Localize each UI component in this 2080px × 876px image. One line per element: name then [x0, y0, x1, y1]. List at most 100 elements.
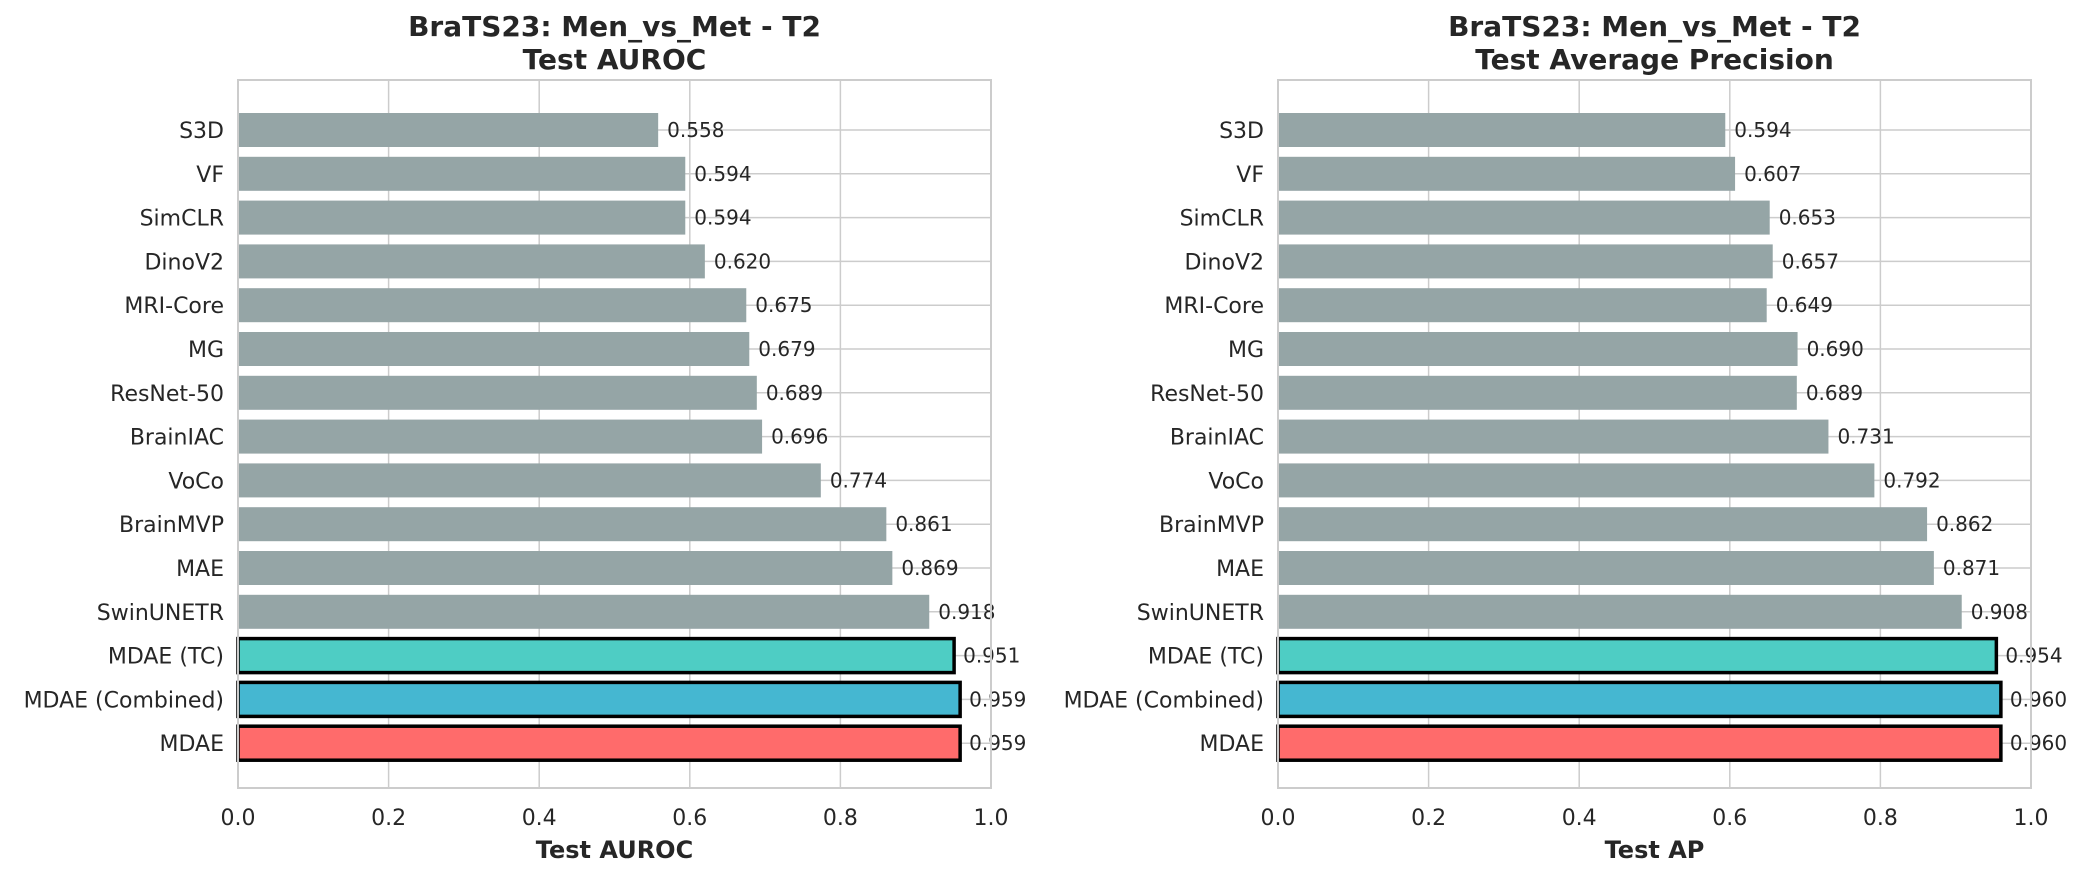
ap-bar-brainmvp: [1278, 507, 1928, 542]
ap-x-axis-label: Test AP: [1605, 836, 1705, 864]
auroc-category-label: MDAE (TC): [108, 645, 224, 670]
auroc-xtick-label: 0.4: [522, 806, 557, 831]
auroc-value-label: 0.869: [901, 556, 958, 580]
ap-bar-simclr: [1278, 200, 1770, 235]
auroc-category-label: SwinUNETR: [97, 601, 224, 626]
ap-bar-mdae-tc: [1276, 636, 1999, 675]
auroc-bar-mri-core: [238, 288, 747, 323]
auroc-category-label: S3D: [179, 119, 224, 144]
ap-category-label: SwinUNETR: [1137, 601, 1264, 626]
ap-value-label: 0.594: [1734, 118, 1791, 142]
ap-bar-mdae: [1276, 724, 2003, 762]
ap-value-label: 0.731: [1837, 425, 1894, 449]
ap-bar-resnet-50: [1278, 375, 1797, 410]
auroc-xtick-label: 0.0: [221, 806, 256, 831]
auroc-category-label: BrainMVP: [119, 513, 224, 538]
ap-category-label: MG: [1228, 338, 1264, 363]
ap-bar-voco: [1278, 463, 1875, 498]
auroc-value-label: 0.620: [714, 249, 771, 273]
ap-value-label: 0.649: [1776, 293, 1833, 317]
auroc-title: BraTS23: Men_vs_Met - T2: [408, 10, 821, 43]
auroc-subtitle: Test AUROC: [523, 43, 707, 76]
ap-value-label: 0.954: [2005, 644, 2062, 668]
ap-subtitle: Test Average Precision: [1475, 43, 1834, 76]
ap-bar-brainiac: [1278, 419, 1829, 454]
ap-bar-mdae-combined: [1276, 680, 2003, 719]
ap-chart: BraTS23: Men_vs_Met - T2 Test Average Pre…: [1040, 0, 2080, 876]
auroc-value-label: 0.594: [694, 206, 751, 230]
ap-bar-swinunetr: [1278, 594, 1962, 629]
auroc-bar-s3d: [238, 113, 659, 147]
ap-xtick-label: 1.0: [2014, 806, 2049, 831]
ap-value-label: 0.607: [1744, 162, 1801, 186]
auroc-value-label: 0.675: [755, 293, 812, 317]
auroc-value-label: 0.918: [938, 600, 995, 624]
auroc-bar-vf: [238, 156, 686, 191]
auroc-category-label: MG: [188, 338, 224, 363]
auroc-bar-resnet-50: [238, 375, 757, 410]
ap-value-label: 0.960: [2010, 687, 2067, 711]
auroc-bar-dinov2: [238, 244, 705, 279]
ap-category-label: BrainMVP: [1159, 513, 1264, 538]
ap-title: BraTS23: Men_vs_Met - T2: [1448, 10, 1861, 43]
auroc-value-label: 0.594: [694, 162, 751, 186]
ap-bar-mg: [1278, 332, 1798, 366]
ap-value-label: 0.862: [1936, 512, 1993, 536]
auroc-bar-swinunetr: [238, 594, 930, 629]
auroc-category-label: DinoV2: [144, 250, 224, 275]
ap-category-label: MRI-Core: [1164, 294, 1264, 319]
auroc-bar-mg: [238, 332, 750, 366]
auroc-xtick-label: 0.8: [823, 806, 858, 831]
auroc-value-label: 0.861: [895, 512, 952, 536]
auroc-category-label: MDAE: [160, 732, 225, 757]
ap-value-label: 0.960: [2010, 731, 2067, 755]
ap-xtick-label: 0.0: [1261, 806, 1296, 831]
ap-bar-mri-core: [1278, 288, 1767, 323]
auroc-value-label: 0.679: [758, 337, 815, 361]
ap-category-label: VF: [1236, 163, 1264, 188]
auroc-bar-simclr: [238, 200, 686, 235]
ap-category-label: S3D: [1219, 119, 1264, 144]
auroc-xtick-label: 0.6: [672, 806, 707, 831]
auroc-bar-brainiac: [238, 419, 763, 454]
auroc-category-label: MRI-Core: [124, 294, 224, 319]
auroc-category-label: VoCo: [168, 469, 224, 494]
ap-category-label: MAE: [1216, 557, 1264, 582]
ap-xtick-label: 0.8: [1863, 806, 1898, 831]
ap-value-label: 0.657: [1782, 249, 1839, 273]
auroc-category-label: ResNet-50: [110, 382, 224, 407]
ap-value-label: 0.690: [1807, 337, 1864, 361]
auroc-category-label: MAE: [176, 557, 224, 582]
ap-value-label: 0.689: [1806, 381, 1863, 405]
auroc-value-label: 0.689: [766, 381, 823, 405]
ap-category-label: MDAE (TC): [1148, 645, 1264, 670]
ap-category-label: DinoV2: [1184, 250, 1264, 275]
ap-category-label: MDAE (Combined): [1064, 688, 1264, 713]
ap-xtick-label: 0.6: [1712, 806, 1747, 831]
ap-bar-dinov2: [1278, 244, 1773, 279]
auroc-value-label: 0.774: [830, 468, 887, 492]
ap-value-label: 0.653: [1779, 206, 1836, 230]
auroc-value-label: 0.696: [771, 425, 828, 449]
auroc-value-label: 0.959: [969, 687, 1026, 711]
ap-value-label: 0.792: [1883, 468, 1940, 492]
ap-xtick-label: 0.2: [1411, 806, 1446, 831]
auroc-bar-brainmvp: [238, 507, 887, 542]
auroc-value-label: 0.959: [969, 731, 1026, 755]
ap-bar-mae: [1278, 551, 1934, 585]
ap-category-label: SimCLR: [1180, 207, 1264, 232]
ap-xtick-label: 0.4: [1562, 806, 1597, 831]
auroc-plot-frame: [237, 79, 992, 789]
auroc-bar-mdae: [236, 724, 962, 762]
auroc-category-label: BrainIAC: [130, 426, 224, 451]
ap-category-label: ResNet-50: [1150, 382, 1264, 407]
ap-value-label: 0.908: [1971, 600, 2028, 624]
auroc-bar-mdae-combined: [236, 680, 962, 719]
ap-category-label: BrainIAC: [1170, 426, 1264, 451]
auroc-bar-mae: [238, 551, 893, 585]
auroc-category-label: VF: [196, 163, 224, 188]
auroc-value-label: 0.558: [667, 118, 724, 142]
auroc-bar-voco: [238, 463, 821, 498]
auroc-x-axis-label: Test AUROC: [536, 836, 693, 864]
